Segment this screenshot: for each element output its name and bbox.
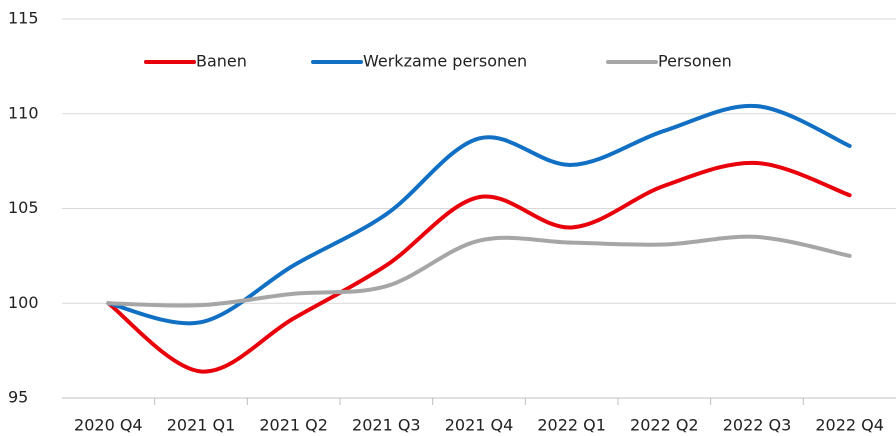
x-tick-label: 2020 Q4 <box>74 416 143 435</box>
legend-label: Banen <box>196 52 247 71</box>
y-tick-label: 115 <box>8 9 39 28</box>
x-tick-label: 2022 Q4 <box>815 416 884 435</box>
series-line <box>106 160 852 374</box>
series-line <box>106 103 852 326</box>
x-tick-label: 2022 Q1 <box>537 416 606 435</box>
x-tick-label: 2022 Q2 <box>630 416 699 435</box>
x-tick-label: 2021 Q4 <box>445 416 514 435</box>
x-tick-label: 2021 Q1 <box>167 416 236 435</box>
x-tick-label: 2021 Q2 <box>259 416 328 435</box>
series-line <box>106 234 852 308</box>
legend-label: Personen <box>658 52 732 71</box>
y-tick-label: 105 <box>8 198 39 217</box>
y-tick-label: 95 <box>8 388 28 407</box>
y-tick-label: 110 <box>8 103 39 122</box>
x-tick-label: 2021 Q3 <box>352 416 421 435</box>
legend-label: Werkzame personen <box>363 52 527 71</box>
y-tick-label: 100 <box>8 293 39 312</box>
x-tick-label: 2022 Q3 <box>723 416 792 435</box>
